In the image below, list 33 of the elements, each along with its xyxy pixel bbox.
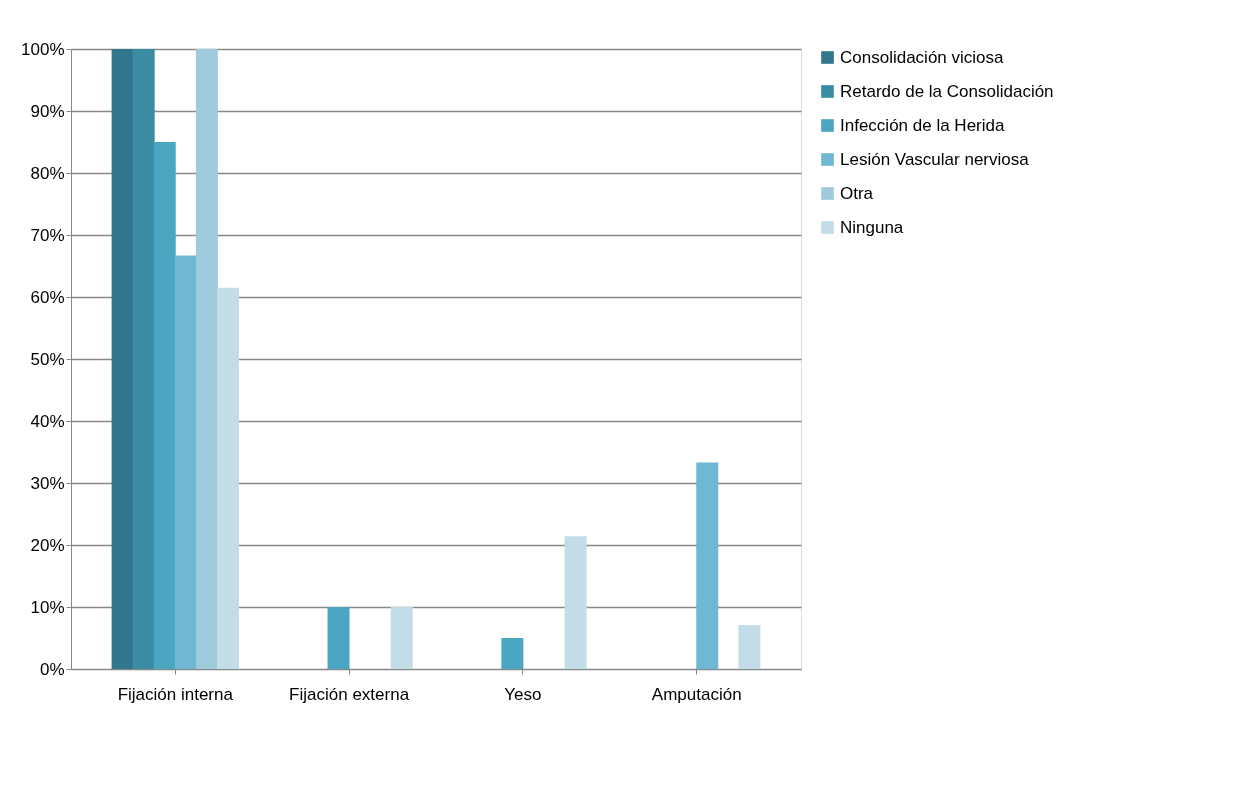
- y-tick-label: 60%: [30, 287, 65, 307]
- bar: [153, 142, 176, 669]
- y-tick-label: 70%: [30, 225, 65, 245]
- bar: [174, 255, 197, 669]
- y-tick-label: 0%: [39, 659, 65, 679]
- legend-label: Consolidación viciosa: [840, 47, 1005, 67]
- x-tick-label: Yeso: [504, 684, 542, 704]
- bar: [111, 49, 134, 669]
- y-tick-label: 40%: [30, 411, 65, 431]
- bar: [564, 536, 587, 669]
- legend-label: Infección de la Herida: [840, 115, 1005, 135]
- y-tick-label: 10%: [30, 597, 65, 617]
- legend-label: Retardo de la Consolidación: [840, 81, 1054, 101]
- legend-label: Lesión Vascular nerviosa: [840, 149, 1030, 169]
- legend-label: Otra: [840, 183, 874, 203]
- y-tick-label: 100%: [21, 39, 65, 59]
- bar: [327, 607, 350, 669]
- legend-label: Ninguna: [840, 217, 904, 237]
- y-tick-label: 90%: [30, 101, 65, 121]
- bar: [195, 49, 218, 669]
- y-tick-label: 20%: [30, 535, 65, 555]
- x-tick-label: Amputación: [651, 684, 742, 704]
- y-tick-label: 30%: [30, 473, 65, 493]
- x-tick-label: Fijación externa: [289, 684, 410, 704]
- bar: [696, 462, 719, 669]
- bar: [501, 638, 524, 669]
- bar: [738, 624, 761, 669]
- bar: [132, 49, 155, 669]
- y-tick-label: 50%: [30, 349, 65, 369]
- bar: [390, 607, 413, 669]
- bar: [216, 287, 239, 669]
- y-tick-label: 80%: [30, 163, 65, 183]
- x-tick-label: Fijación interna: [117, 684, 234, 704]
